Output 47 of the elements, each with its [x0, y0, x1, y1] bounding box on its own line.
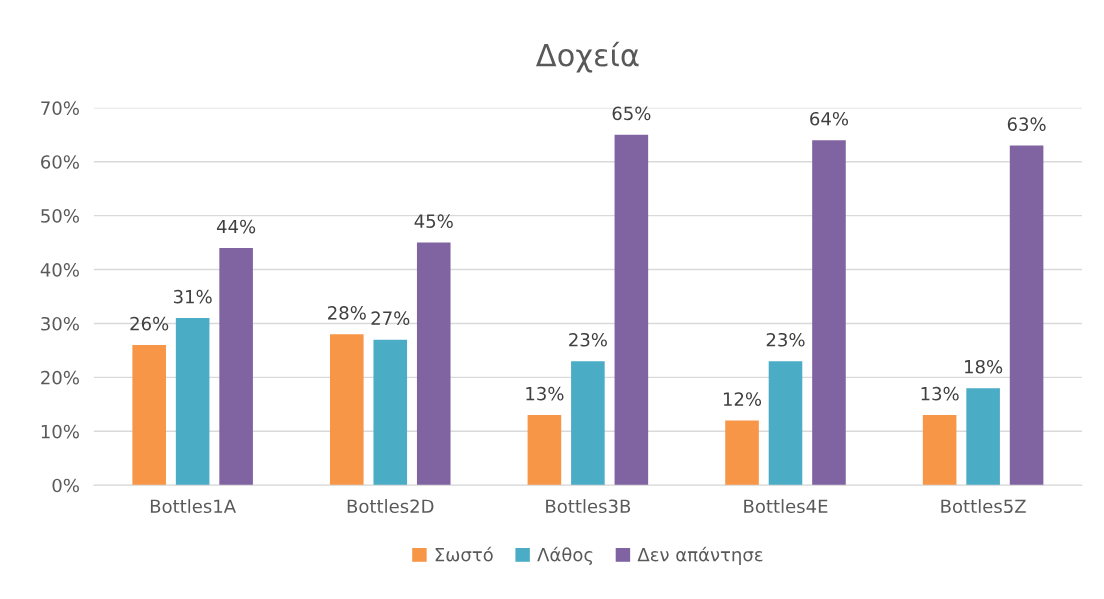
- bar: [1009, 145, 1044, 486]
- text: 26%: [130, 316, 169, 331]
- y-tick-label: 0%: [52, 478, 79, 493]
- text: 13%: [921, 386, 959, 401]
- x-tick-label: Bottles5Z: [941, 499, 1026, 514]
- text: 23%: [766, 332, 805, 347]
- text: 27%: [371, 311, 410, 326]
- x-tick-label: Bottles4E: [744, 499, 828, 514]
- text: 23%: [569, 332, 607, 347]
- y-tick-label: 30%: [41, 316, 79, 331]
- bar: [329, 334, 364, 486]
- x-tick-label: Bottles1A: [150, 499, 236, 514]
- y-tick-label: 40%: [40, 263, 79, 277]
- bar: [416, 242, 451, 486]
- legend-label: Δεν απάντησε: [637, 546, 763, 565]
- text: 31%: [173, 289, 212, 304]
- bar: [373, 339, 408, 486]
- chart-title: Δοχεία: [536, 41, 639, 73]
- text: 65%: [612, 106, 651, 121]
- text: 63%: [1007, 117, 1046, 131]
- bar: [812, 140, 846, 486]
- x-tick-label: Bottles3B: [546, 499, 631, 514]
- y-tick-label: 20%: [41, 370, 79, 385]
- legend-label: Λάθος: [537, 546, 593, 565]
- y-tick-label: 60%: [41, 155, 79, 169]
- bar: [219, 247, 253, 486]
- bar: [571, 361, 605, 486]
- bar: [614, 134, 649, 486]
- text: 13%: [526, 386, 564, 401]
- bar: [527, 415, 562, 486]
- bar: [175, 318, 210, 486]
- text: 45%: [414, 214, 453, 228]
- text: 28%: [328, 305, 366, 320]
- text: 18%: [965, 359, 1003, 374]
- y-tick-label: 70%: [41, 101, 79, 115]
- x-tick-label: Bottles2D: [347, 499, 434, 514]
- legend-label: Σωστό: [435, 546, 493, 562]
- text: 12%: [723, 392, 762, 406]
- bar: [966, 388, 1000, 486]
- text: 44%: [216, 219, 256, 234]
- bar: [922, 415, 957, 486]
- y-tick-label: 10%: [41, 424, 79, 439]
- bar: [132, 345, 166, 486]
- bar: [725, 420, 759, 486]
- text: 64%: [810, 111, 849, 126]
- bar: [768, 361, 803, 486]
- y-tick-label: 50%: [41, 209, 79, 223]
